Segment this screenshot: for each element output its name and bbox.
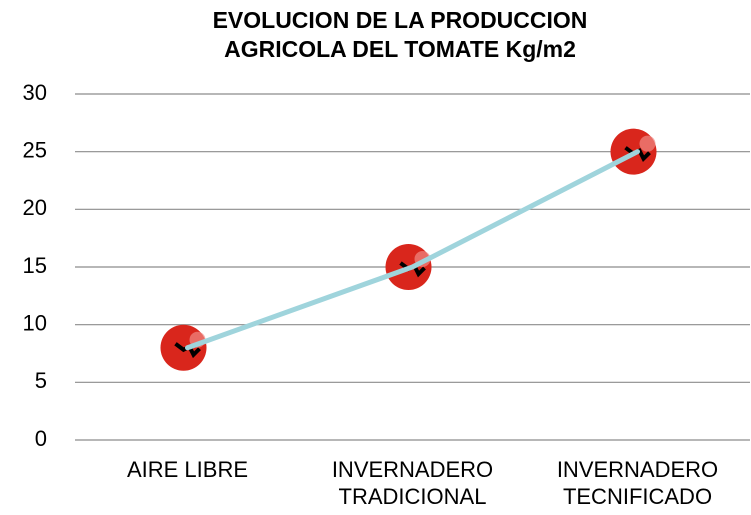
y-tick-label: 0 xyxy=(35,426,47,451)
plot: 0 5 10 15 20 25 30 xyxy=(0,0,751,515)
x-tick-label: INVERNADERO TRADICIONAL xyxy=(303,456,523,510)
y-tick-label: 15 xyxy=(23,253,47,278)
y-tick-label: 20 xyxy=(23,195,47,220)
tomato-shine xyxy=(640,136,656,152)
x-tick-label: AIRE LIBRE xyxy=(78,456,298,483)
y-tick-label: 30 xyxy=(23,80,47,105)
y-tick-label: 25 xyxy=(23,137,47,162)
chart: 0 5 10 15 20 25 30 EVOLUCION DE LA PRODUCCION … xyxy=(0,0,751,515)
y-tick-label: 10 xyxy=(23,310,47,335)
tomato-marker xyxy=(161,325,207,371)
chart-title: EVOLUCION DE LA PRODUCCION AGRICOLA DEL … xyxy=(150,6,650,64)
y-tick-label: 5 xyxy=(35,368,47,393)
x-tick-label: INVERNADERO TECNIFICADO xyxy=(528,456,748,510)
